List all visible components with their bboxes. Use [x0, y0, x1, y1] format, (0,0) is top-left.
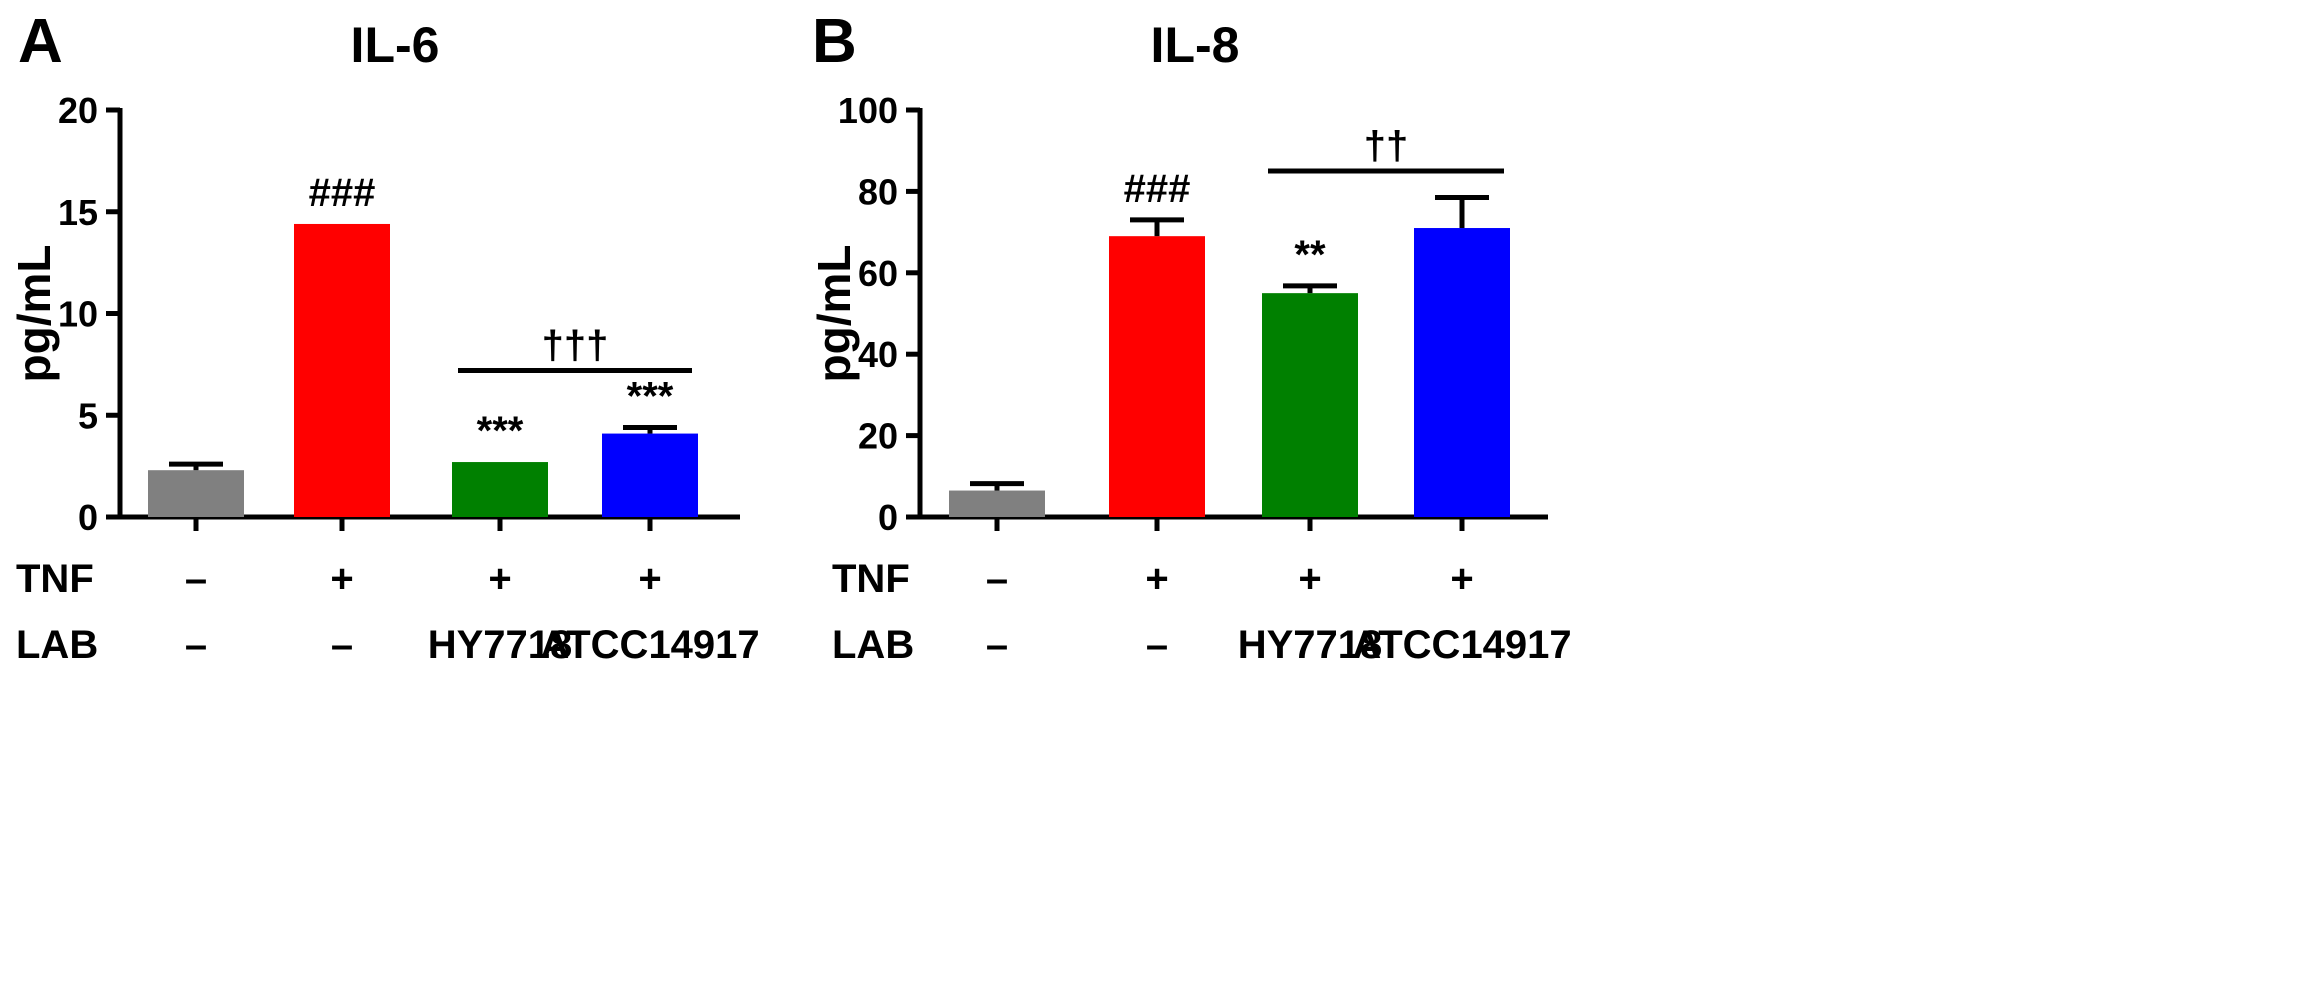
panel-b: B IL-8 pg/mL 0 20 40 60 80 100 – – ### + – ** + HY7718 + A… [808, 7, 1572, 667]
bar-control [148, 470, 244, 517]
y-tick-label: 0 [78, 497, 98, 538]
chart-title: IL-8 [1151, 17, 1240, 73]
significance-label: *** [477, 409, 524, 453]
row-label-lab: LAB [832, 623, 914, 667]
panel-a: A IL-6 pg/mL 0 5 10 15 20 – – ### + – *** + HY7718 *** + A… [8, 7, 760, 667]
significance-label: ### [1124, 167, 1191, 211]
chart-title: IL-6 [351, 17, 440, 73]
bar-tnf-hy7718 [452, 462, 548, 517]
significance-label: ### [309, 171, 376, 215]
bar-tnf-atcc14917 [602, 433, 698, 517]
lab-condition: HY7718 [428, 623, 573, 667]
y-tick-label: 15 [58, 192, 98, 233]
row-label-lab: LAB [16, 623, 98, 667]
y-tick-label: 20 [858, 416, 898, 457]
y-tick-label: 40 [858, 334, 898, 375]
significance-label: *** [627, 374, 674, 418]
bar-tnf-hy7718 [1262, 293, 1358, 517]
y-tick-label: 100 [838, 90, 898, 131]
comparison-label: ††† [542, 323, 609, 367]
y-tick-label: 60 [858, 253, 898, 294]
lab-condition: – [185, 623, 207, 667]
tnf-condition: + [330, 557, 353, 601]
y-axis-label: pg/mL [8, 245, 60, 383]
lab-condition: HY7718 [1238, 623, 1383, 667]
bar-tnf [294, 223, 390, 517]
comparison-label: †† [1364, 124, 1409, 168]
lab-condition: – [1146, 623, 1168, 667]
lab-condition: ATCC14917 [540, 623, 759, 667]
tnf-condition: – [185, 557, 207, 601]
bar-tnf-atcc14917 [1414, 228, 1510, 517]
tnf-condition: + [638, 557, 661, 601]
tnf-condition: + [1450, 557, 1473, 601]
bar-control [949, 490, 1045, 517]
lab-condition: ATCC14917 [1352, 623, 1571, 667]
y-tick-label: 80 [858, 171, 898, 212]
tnf-condition: + [1298, 557, 1321, 601]
row-label-tnf: TNF [16, 557, 94, 601]
tnf-condition: + [488, 557, 511, 601]
lab-condition: – [331, 623, 353, 667]
lab-condition: – [986, 623, 1008, 667]
y-tick-label: 5 [78, 395, 98, 436]
panel-label: B [812, 7, 857, 76]
y-axis-label: pg/mL [808, 245, 860, 383]
bar-tnf [1109, 236, 1205, 518]
row-label-tnf: TNF [832, 557, 910, 601]
tnf-condition: – [986, 557, 1008, 601]
y-tick-label: 0 [878, 497, 898, 538]
tnf-condition: + [1145, 557, 1168, 601]
y-tick-label: 20 [58, 90, 98, 131]
significance-label: ** [1294, 233, 1326, 277]
y-tick-label: 10 [58, 294, 98, 335]
panel-label: A [18, 7, 63, 76]
